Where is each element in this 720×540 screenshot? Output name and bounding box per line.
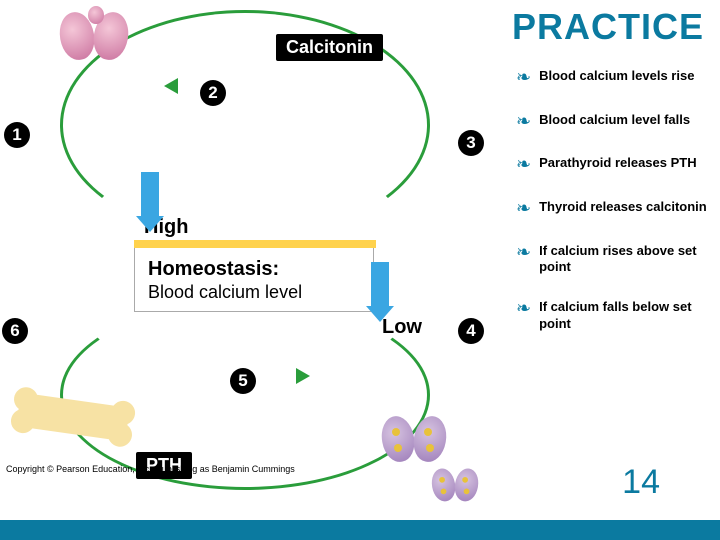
lower-cycle-arc-right (60, 300, 430, 490)
badge-5: 5 (230, 368, 256, 394)
label-homeostasis-1: Homeostasis: (148, 258, 279, 281)
parathyroid-gland-small-icon (432, 464, 490, 506)
bullet-list: ❧ Blood calcium levels rise ❧ Blood calc… (500, 56, 720, 344)
lower-cycle-arrowhead (296, 368, 310, 384)
list-item-text: If calcium rises above set point (539, 243, 714, 276)
list-item-text: If calcium falls below set point (539, 299, 714, 332)
bullet-icon: ❧ (516, 243, 531, 263)
list-item-text: Thyroid releases calcitonin (539, 199, 707, 215)
list-item: ❧ If calcium falls below set point (510, 287, 720, 344)
badge-1: 1 (4, 122, 30, 148)
arrow-high-down (136, 172, 164, 232)
list-item-text: Parathyroid releases PTH (539, 155, 697, 171)
bullet-icon: ❧ (516, 299, 531, 319)
list-item: ❧ Parathyroid releases PTH (510, 143, 720, 187)
label-calcitonin: Calcitonin (276, 34, 383, 61)
list-item: ❧ Blood calcium level falls (510, 100, 720, 144)
badge-4: 4 (458, 318, 484, 344)
badge-2: 2 (200, 80, 226, 106)
bullet-icon: ❧ (516, 155, 531, 175)
text-panel: PRACTICE ❧ Blood calcium levels rise ❧ B… (500, 0, 720, 540)
footer-accent-bar (0, 520, 720, 540)
label-homeostasis-2: Blood calcium level (148, 282, 302, 303)
bullet-icon: ❧ (516, 199, 531, 219)
arrow-low-down (366, 262, 394, 322)
list-item-text: Blood calcium level falls (539, 112, 690, 128)
highlight-bar (134, 240, 376, 248)
page-number: 14 (622, 463, 660, 502)
thyroid-gland-icon (60, 6, 140, 64)
homeostasis-diagram: High Low Homeostasis: Blood calcium leve… (0, 0, 500, 500)
bullet-icon: ❧ (516, 68, 531, 88)
list-item: ❧ Thyroid releases calcitonin (510, 187, 720, 231)
badge-3: 3 (458, 130, 484, 156)
parathyroid-gland-icon (382, 410, 462, 468)
copyright-text: Copyright © Pearson Education, Inc., pub… (6, 464, 295, 474)
list-item-text: Blood calcium levels rise (539, 68, 694, 84)
upper-cycle-arrowhead (164, 78, 178, 94)
bullet-icon: ❧ (516, 112, 531, 132)
slide-title: PRACTICE (500, 0, 720, 56)
badge-6: 6 (2, 318, 28, 344)
list-item: ❧ If calcium rises above set point (510, 231, 720, 288)
list-item: ❧ Blood calcium levels rise (510, 56, 720, 100)
